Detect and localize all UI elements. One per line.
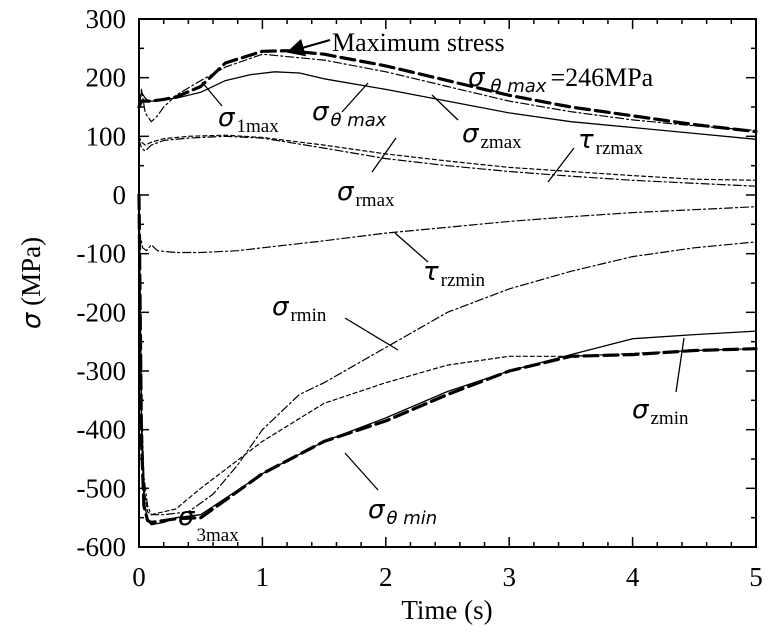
series-σθmin xyxy=(137,193,758,524)
series-σ3max xyxy=(138,194,757,516)
y-tick-label: -600 xyxy=(77,532,127,562)
trzmin-leader xyxy=(394,232,429,263)
x-axis-label: Time (s) xyxy=(401,595,492,625)
y-tick-label: 300 xyxy=(86,4,127,34)
x-tick-label: 0 xyxy=(132,562,146,592)
svg-text:σ (MPa): σ (MPa) xyxy=(16,237,47,329)
trzmax-label: τ rzmax xyxy=(578,125,644,159)
s1max-leader xyxy=(201,81,223,107)
szmin-leader xyxy=(675,337,685,393)
szmax-label: σ zmax xyxy=(462,119,522,153)
x-tick-label: 5 xyxy=(749,562,763,592)
y-tick-label: -200 xyxy=(77,297,127,327)
sthmax-leader xyxy=(341,82,369,113)
y-tick-label: 0 xyxy=(113,180,127,210)
srmax-label: σ rmax xyxy=(337,177,395,211)
srmin-label: σ rmin xyxy=(272,292,327,326)
series-σrmax xyxy=(138,134,757,181)
srmax-leader xyxy=(371,137,397,173)
theta-max-value-sym: σ xyxy=(468,63,486,93)
y-tick-label: -500 xyxy=(77,473,127,503)
y-tick-label: -400 xyxy=(77,415,127,445)
x-tick-label: 3 xyxy=(502,562,516,592)
sthmin-leader xyxy=(344,452,379,491)
y-tick-label: 100 xyxy=(86,121,127,151)
axis-tick-labels: 0 1 2 3 4 5 300 200 100 0 -100 -200 -300 -400 -500 -600 xyxy=(77,4,763,592)
x-tick-label: 2 xyxy=(379,562,393,592)
trzmin-label: τ rzmin xyxy=(423,257,485,291)
trzmax-leader xyxy=(547,147,575,183)
series-τrzmin xyxy=(138,206,757,254)
max-stress-label: Maximum stress xyxy=(332,28,505,57)
series-σzmin xyxy=(138,194,757,526)
s1max-label: σ 1max xyxy=(218,103,279,137)
max-stress-arrow xyxy=(286,38,331,57)
s3max-label: σ3max xyxy=(178,502,239,546)
series-τrzmax xyxy=(138,135,757,187)
szmin-label: σ zmin xyxy=(632,395,689,429)
series-σ1max xyxy=(138,71,757,140)
y-axis-symbol: σ xyxy=(17,311,47,329)
srmin-leader xyxy=(344,317,399,351)
x-tick-label: 4 xyxy=(626,562,640,592)
x-tick-label: 1 xyxy=(256,562,270,592)
y-axis-label: σ (MPa) xyxy=(16,237,47,329)
szmax-leader xyxy=(431,94,459,121)
theta-max-value-text: =246MPa xyxy=(550,63,653,92)
y-tick-label: -100 xyxy=(77,239,127,269)
series-σzmax xyxy=(138,53,757,132)
y-axis-unit: (MPa) xyxy=(16,237,46,313)
series-σrmin xyxy=(138,194,757,516)
y-tick-label: 200 xyxy=(86,63,127,93)
series-lines xyxy=(137,49,758,526)
y-tick-label: -300 xyxy=(77,356,127,386)
theta-max-value-sub: θ max xyxy=(490,76,546,97)
